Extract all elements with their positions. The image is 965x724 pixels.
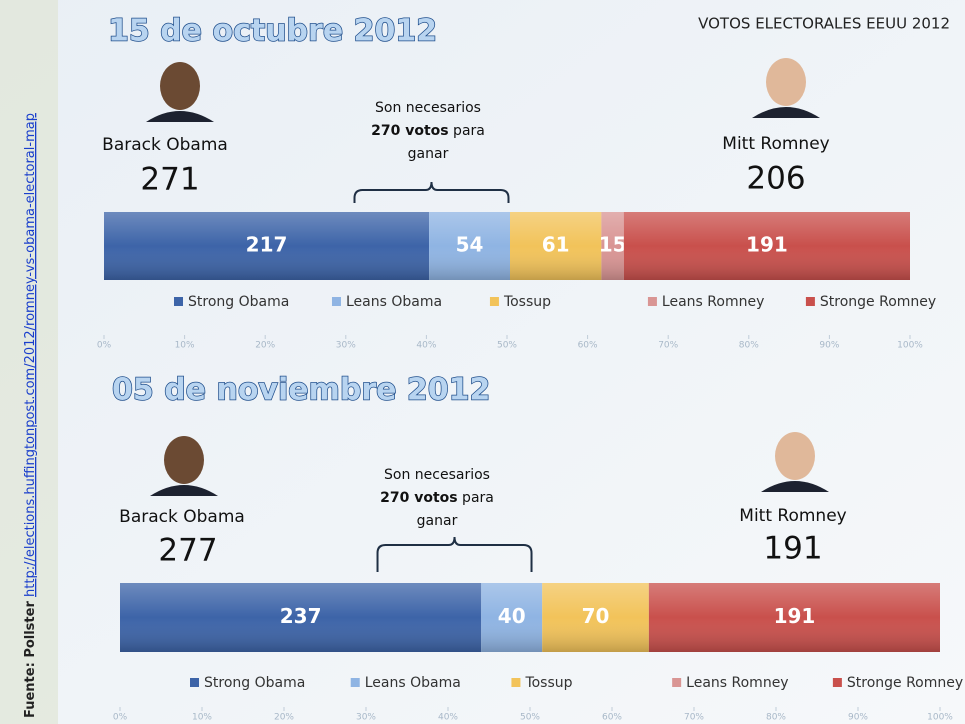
x-tick-label: 20% [255, 341, 275, 351]
photo-head [766, 58, 806, 106]
threshold-bracket [353, 181, 510, 203]
photo-suit [761, 481, 829, 492]
segment-label: 217 [246, 233, 288, 257]
note-line: Son necesarios [375, 100, 481, 116]
x-tick-label: 0% [113, 713, 128, 723]
source: Fuente: Pollster http://elections.huffin… [23, 113, 38, 718]
candidate-name: Mitt Romney [722, 134, 829, 154]
bar-shade [648, 583, 940, 652]
x-tick-label: 40% [416, 341, 436, 351]
legend-swatch [350, 678, 360, 687]
note-line: ganar [408, 146, 449, 162]
note-text: para [458, 490, 494, 506]
legend-swatch [331, 297, 341, 306]
bar-shade [120, 583, 482, 652]
photo-suit [150, 485, 218, 496]
candidate-name: Barack Obama [119, 507, 245, 527]
note-line: Son necesarios [384, 467, 490, 483]
legend-swatch [511, 678, 521, 687]
segment-label: 191 [774, 604, 816, 628]
x-tick-label: 100% [897, 341, 923, 351]
note-line: 270 votos para [371, 123, 485, 139]
x-tick-label: 10% [175, 341, 195, 351]
x-tick-label: 30% [336, 341, 356, 351]
bar-shade [601, 212, 624, 280]
bar-shade [429, 212, 510, 280]
legend-label: Stronge Romney [847, 675, 963, 691]
chart-title: 15 de octubre 2012 [108, 14, 437, 49]
bar-shade [481, 583, 543, 652]
photo-suit [752, 107, 820, 118]
x-tick-label: 50% [497, 341, 517, 351]
x-tick-label: 60% [602, 713, 622, 723]
candidate-total: 206 [746, 161, 805, 197]
note-line: ganar [417, 513, 458, 529]
x-tick-label: 80% [766, 713, 786, 723]
candidate-name: Mitt Romney [739, 506, 846, 526]
source-link[interactable]: http://elections.huffingtonpost.com/2012… [23, 113, 38, 597]
legend-label: Tossup [524, 675, 572, 691]
legend-label: Tossup [503, 294, 551, 310]
left-strip [0, 0, 58, 724]
legend-label: Leans Romney [686, 675, 788, 691]
bar-shade [509, 212, 602, 280]
x-tick-label: 60% [578, 341, 598, 351]
legend-label: Leans Romney [662, 294, 764, 310]
segment-label: 61 [542, 233, 570, 257]
segment-label: 15 [599, 233, 627, 257]
segment-label: 237 [280, 604, 322, 628]
legend-swatch [832, 678, 842, 687]
note-bold: 270 votos [371, 123, 449, 139]
bar-shade [104, 212, 430, 280]
legend-swatch [672, 678, 682, 687]
legend-swatch [647, 297, 657, 306]
photo-head [775, 432, 815, 480]
x-tick-label: 70% [658, 341, 678, 351]
x-tick-label: 0% [97, 341, 112, 351]
x-tick-label: 90% [848, 713, 868, 723]
candidate-total: 277 [158, 533, 217, 569]
segment-label: 40 [498, 604, 526, 628]
candidate-total: 271 [140, 162, 199, 198]
photo-head [160, 62, 200, 110]
segment-label: 70 [582, 604, 610, 628]
candidate-name: Barack Obama [102, 135, 228, 155]
x-tick-label: 80% [739, 341, 759, 351]
legend-label: Stronge Romney [820, 294, 936, 310]
note-bold: 270 votos [380, 490, 458, 506]
x-tick-label: 100% [927, 713, 953, 723]
photo-head [164, 436, 204, 484]
segment-label: 54 [456, 233, 484, 257]
x-tick-label: 20% [274, 713, 294, 723]
note-text: para [449, 123, 485, 139]
x-tick-label: 30% [356, 713, 376, 723]
source-label: Fuente: Pollster [23, 601, 38, 718]
photo-suit [146, 111, 214, 122]
x-tick-label: 90% [819, 341, 839, 351]
x-tick-label: 10% [192, 713, 212, 723]
candidate-total: 191 [763, 531, 822, 567]
legend-label: Leans Obama [346, 294, 442, 310]
x-tick-label: 50% [520, 713, 540, 723]
legend-label: Leans Obama [365, 675, 461, 691]
segment-label: 191 [746, 233, 788, 257]
x-tick-label: 70% [684, 713, 704, 723]
legend-swatch [174, 297, 183, 306]
legend-label: Strong Obama [204, 675, 305, 691]
bar-shade [623, 212, 910, 280]
x-tick-label: 40% [438, 713, 458, 723]
legend-label: Strong Obama [188, 294, 289, 310]
chart-title: 05 de noviembre 2012 [112, 373, 490, 408]
threshold-bracket [376, 536, 533, 572]
note-line: 270 votos para [380, 490, 494, 506]
legend-swatch [489, 297, 499, 306]
legend-swatch [805, 297, 815, 306]
bar-shade [542, 583, 649, 652]
legend-swatch [190, 678, 199, 687]
page-title: VOTOS ELECTORALES EEUU 2012 [698, 15, 950, 33]
